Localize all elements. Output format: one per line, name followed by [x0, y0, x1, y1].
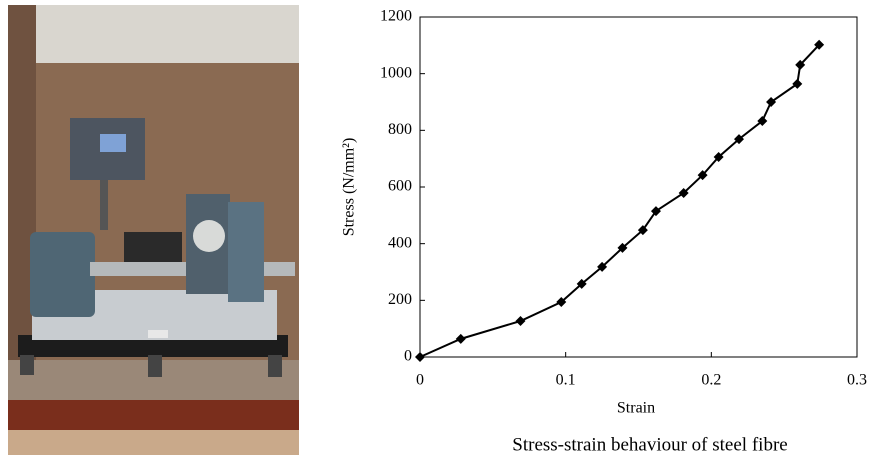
y-tick-label: 200 [388, 291, 412, 308]
data-point [597, 261, 608, 272]
data-point [556, 297, 567, 308]
photo-base-plate [18, 335, 288, 357]
y-tick-label: 1200 [380, 8, 412, 25]
plot-frame [419, 16, 858, 358]
photo-shadow [8, 5, 36, 395]
data-point [515, 316, 526, 327]
data-point [576, 278, 587, 289]
data-point [455, 333, 466, 344]
data-point [792, 78, 803, 89]
x-axis-label: Strain [617, 400, 655, 417]
photo-foot [148, 355, 162, 377]
data-point [713, 151, 724, 162]
photo-screen [100, 134, 126, 152]
photo-upper-wall [8, 5, 299, 63]
photo-load-cell [228, 202, 264, 302]
data-point [617, 242, 628, 253]
data-point [697, 170, 708, 181]
data-point [757, 115, 768, 126]
x-tick-label: 0.3 [847, 372, 867, 389]
photo-foot [20, 355, 34, 375]
data-point [766, 97, 777, 107]
photo [8, 5, 299, 455]
chart: Strain Stress (N/mm²) Stress-strain beha… [341, 8, 867, 456]
photo-bench-edge [8, 400, 299, 430]
photo-cabinet [8, 430, 299, 455]
photo-foot [268, 355, 282, 377]
y-tick-label: 600 [388, 178, 412, 195]
photo-stand [100, 180, 108, 230]
x-tick-label: 0.2 [701, 372, 721, 389]
data-point [734, 134, 745, 145]
data-point [678, 187, 689, 198]
data-point [795, 59, 806, 70]
photo-dial [193, 220, 225, 252]
y-tick-label: 0 [404, 348, 412, 365]
y-tick-label: 400 [388, 234, 412, 251]
x-tick-label: 0 [416, 372, 424, 389]
data-point [650, 206, 661, 217]
photo-label [148, 330, 168, 338]
photo-motor [30, 232, 95, 317]
caption: Stress-strain behaviour of steel fibre [512, 434, 787, 455]
data-point [814, 39, 825, 50]
x-tick-label: 0.1 [556, 372, 576, 389]
y-tick-label: 800 [388, 121, 412, 138]
y-tick-label: 1000 [380, 64, 412, 81]
data-point [415, 352, 425, 362]
y-axis-label: Stress (N/mm²) [341, 138, 358, 237]
photo-box [124, 232, 182, 262]
series-line [419, 44, 820, 358]
data-point [637, 225, 648, 236]
